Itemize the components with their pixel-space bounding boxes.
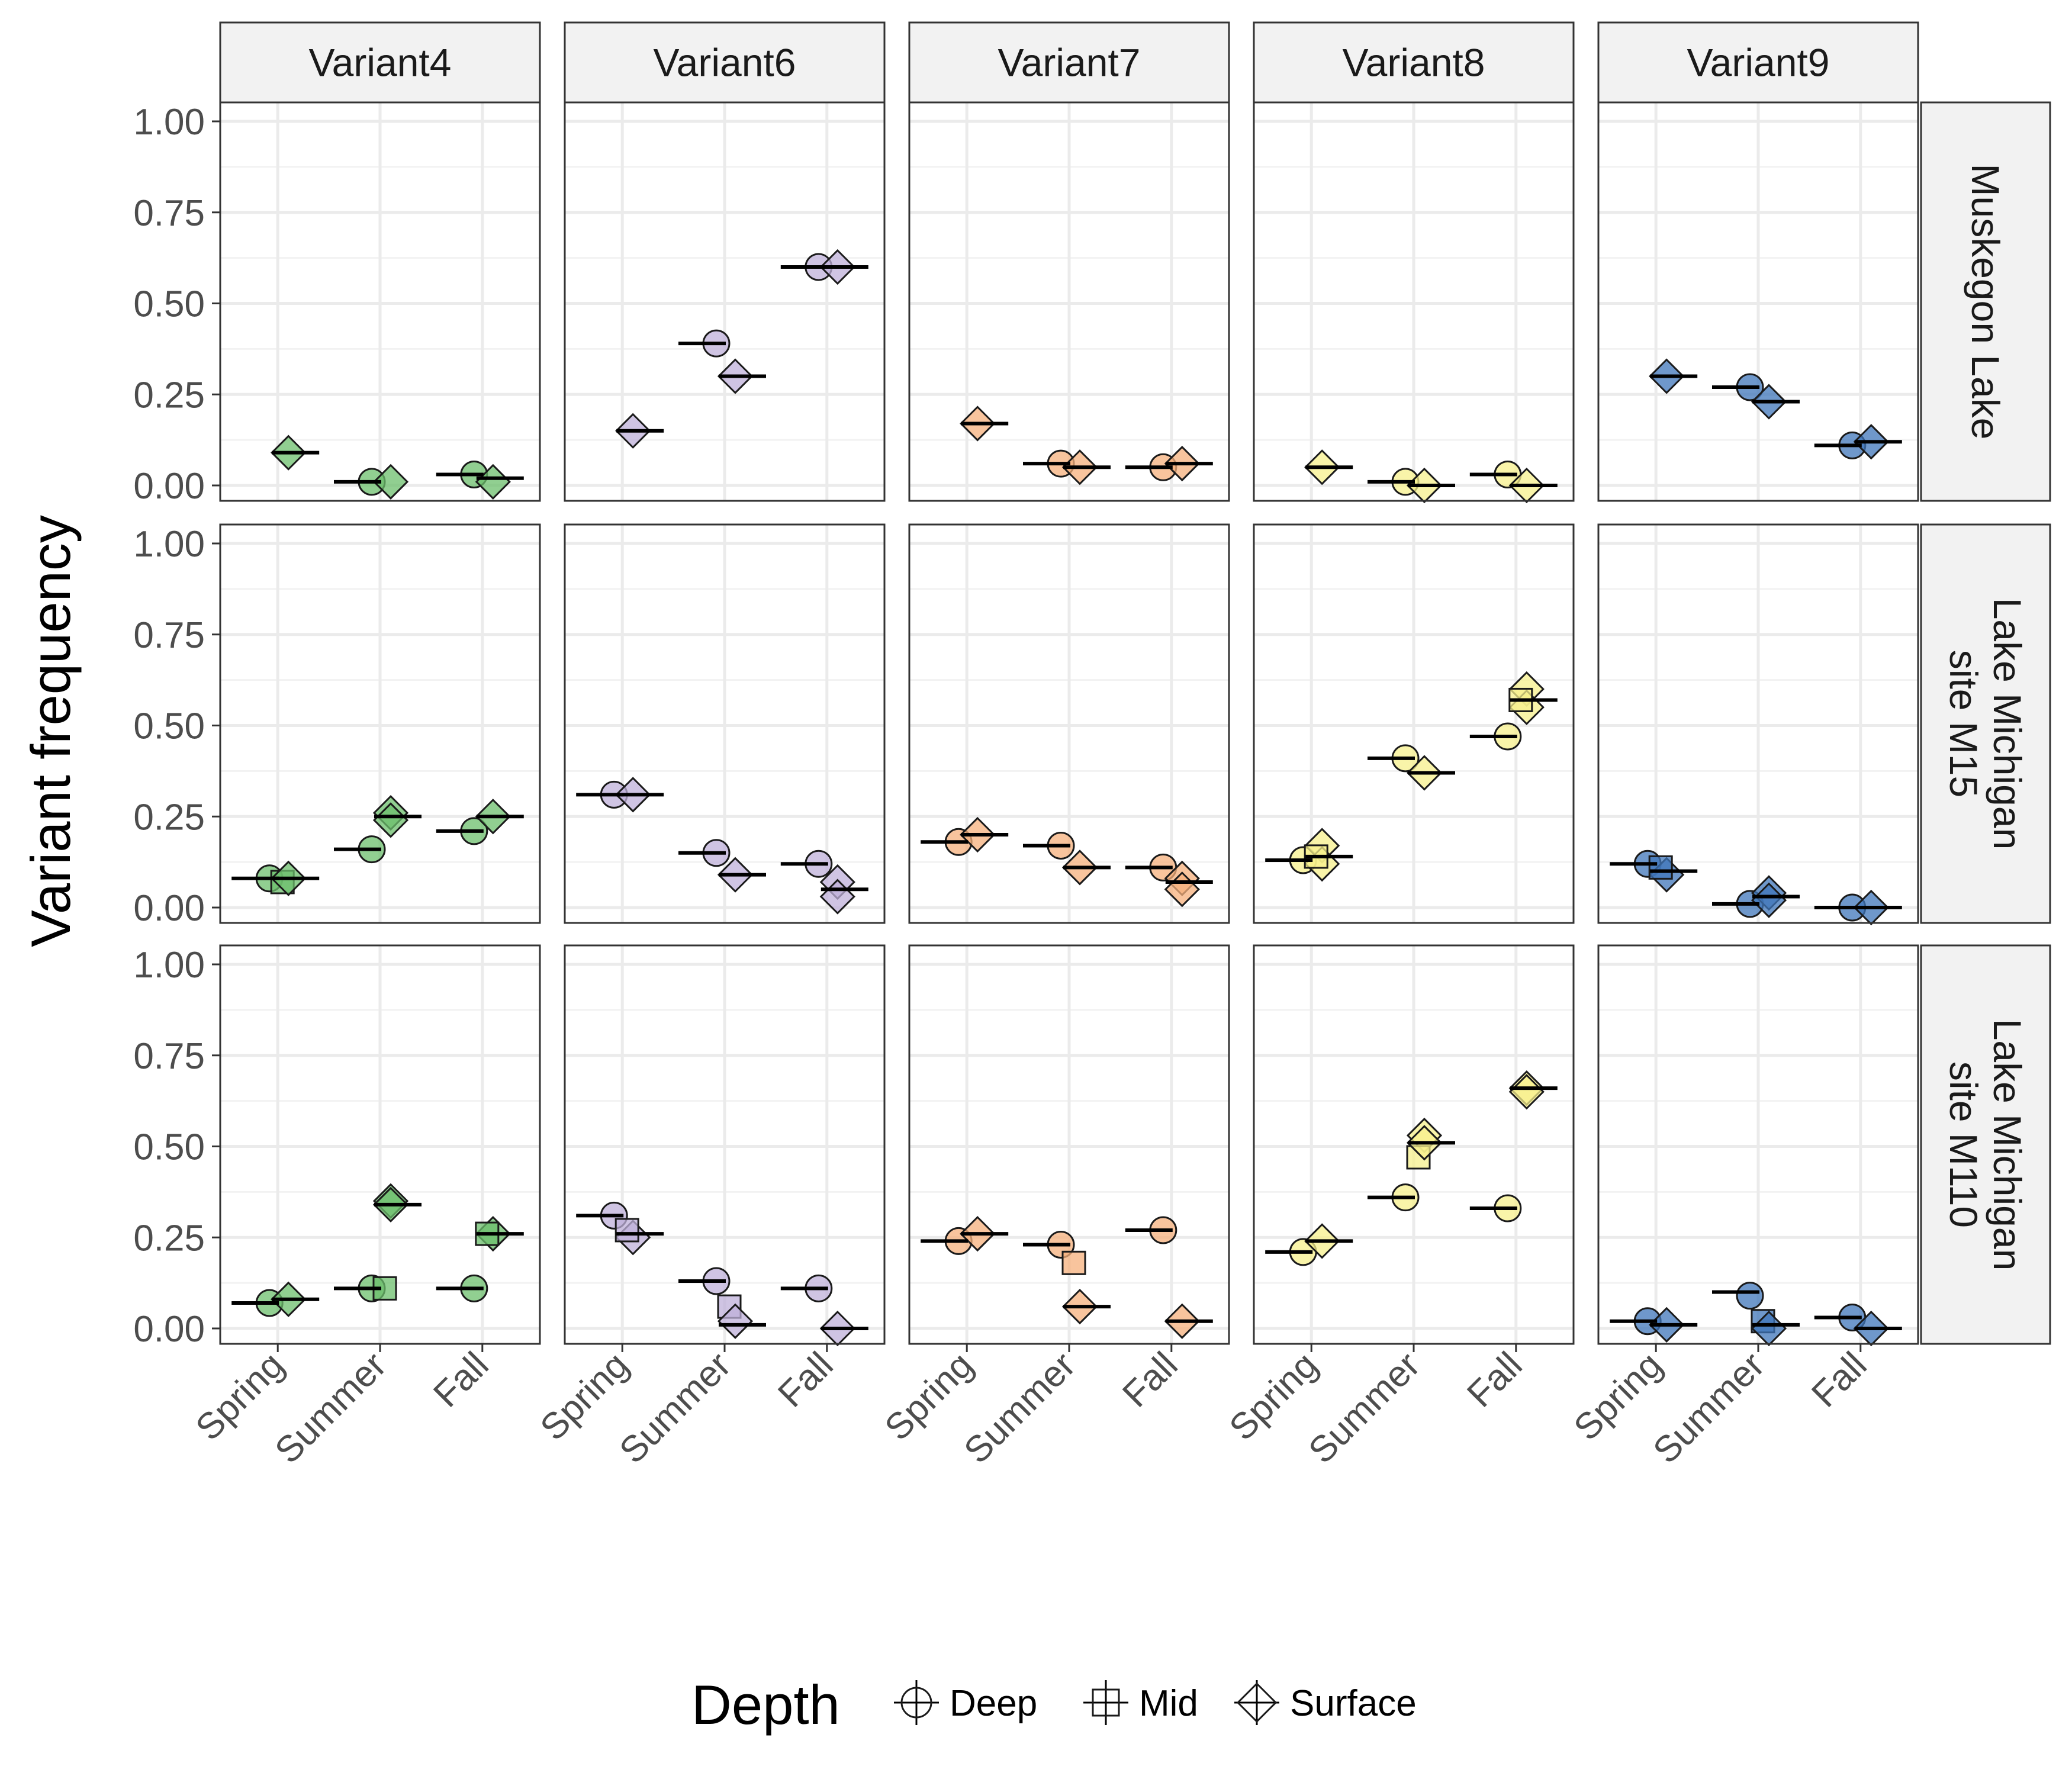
chart-marks bbox=[231, 249, 1902, 1347]
facet-label-row: Lake Michigansite M15 bbox=[1942, 598, 2029, 850]
y-tick-label: 0.50 bbox=[133, 1127, 205, 1168]
facet-strip-top bbox=[219, 21, 541, 104]
x-tick-label: Summer bbox=[956, 1344, 1083, 1471]
facet-label-column: Variant7 bbox=[998, 41, 1141, 85]
data-point-surface bbox=[372, 464, 409, 500]
facet-strip-right bbox=[1920, 523, 2051, 924]
panel-border bbox=[1597, 523, 1919, 924]
y-tick-label: 0.50 bbox=[133, 706, 205, 747]
facet-label-row: Lake Michigansite M110 bbox=[1942, 1019, 2029, 1271]
facet-strip-right bbox=[1920, 101, 2051, 502]
data-point-mid bbox=[614, 1218, 639, 1243]
legend-label: Mid bbox=[1139, 1683, 1198, 1724]
legend-title: Depth bbox=[691, 1674, 840, 1736]
facet-strip-top bbox=[1253, 21, 1575, 104]
facet-label-row: Muskegon Lake bbox=[1964, 164, 2007, 440]
facet-label-column: Variant8 bbox=[1343, 41, 1485, 85]
y-tick-label: 0.25 bbox=[133, 797, 205, 838]
y-tick-label: 0.50 bbox=[133, 284, 205, 325]
panel-border bbox=[219, 523, 541, 924]
y-tick-label: 0.00 bbox=[133, 466, 205, 507]
data-point-surface bbox=[1751, 1310, 1787, 1347]
legend-label: Deep bbox=[950, 1683, 1037, 1724]
y-tick-label: 0.75 bbox=[133, 1036, 205, 1077]
legend-label: Surface bbox=[1290, 1683, 1417, 1724]
y-tick-label: 0.25 bbox=[133, 375, 205, 416]
x-tick-label: Summer bbox=[1301, 1344, 1427, 1471]
facet-strip-top bbox=[1597, 21, 1919, 104]
y-tick-label: 0.00 bbox=[133, 888, 205, 929]
y-tick-label: 0.75 bbox=[133, 193, 205, 234]
facet-label-column: Variant9 bbox=[1687, 41, 1830, 85]
y-tick-label: 0.25 bbox=[133, 1218, 205, 1259]
x-tick-label: Fall bbox=[1804, 1344, 1874, 1415]
x-tick-label: Fall bbox=[1115, 1344, 1185, 1415]
x-tick-label: Fall bbox=[1459, 1344, 1530, 1415]
data-point-deep bbox=[1736, 1282, 1764, 1310]
panel-border bbox=[908, 523, 1230, 924]
x-tick-label: Summer bbox=[1645, 1344, 1772, 1471]
y-tick-label: 0.75 bbox=[133, 615, 205, 656]
y-tick-label: 0.00 bbox=[133, 1309, 205, 1350]
data-point-surface bbox=[717, 1303, 754, 1339]
facet-strip-right bbox=[1920, 944, 2051, 1345]
legend-square-icon bbox=[1092, 1688, 1120, 1717]
legend-circle-icon bbox=[900, 1687, 932, 1719]
x-tick-label: Fall bbox=[770, 1344, 841, 1415]
panel-border bbox=[564, 523, 886, 924]
panel-border bbox=[1253, 523, 1575, 924]
data-point-mid bbox=[1648, 855, 1673, 880]
data-point-surface bbox=[1751, 882, 1787, 918]
panel-backgrounds bbox=[220, 102, 1918, 1344]
x-tick-label: Summer bbox=[612, 1344, 738, 1471]
x-tick-label: Summer bbox=[267, 1344, 394, 1471]
data-point-surface bbox=[372, 802, 409, 838]
facet-strip-top bbox=[908, 21, 1230, 104]
legend-diamond-icon bbox=[1236, 1682, 1278, 1723]
facet-label-column: Variant6 bbox=[654, 41, 796, 85]
facet-label-column: Variant4 bbox=[309, 41, 452, 85]
facet-strip-top bbox=[564, 21, 886, 104]
data-point-mid bbox=[1061, 1250, 1086, 1275]
y-tick-label: 1.00 bbox=[133, 102, 205, 143]
data-point-surface bbox=[1508, 1074, 1545, 1110]
y-tick-label: 1.00 bbox=[133, 524, 205, 565]
y-tick-label: 1.00 bbox=[133, 945, 205, 986]
facet-strips: Variant4 Variant6 Variant7 Variant8 Variant9… bbox=[219, 21, 2051, 1345]
y-axis-title: Variant frequency bbox=[20, 515, 82, 947]
legend: Depth Deep Mid Surface bbox=[691, 1674, 1417, 1736]
x-tick-label: Fall bbox=[426, 1344, 496, 1415]
